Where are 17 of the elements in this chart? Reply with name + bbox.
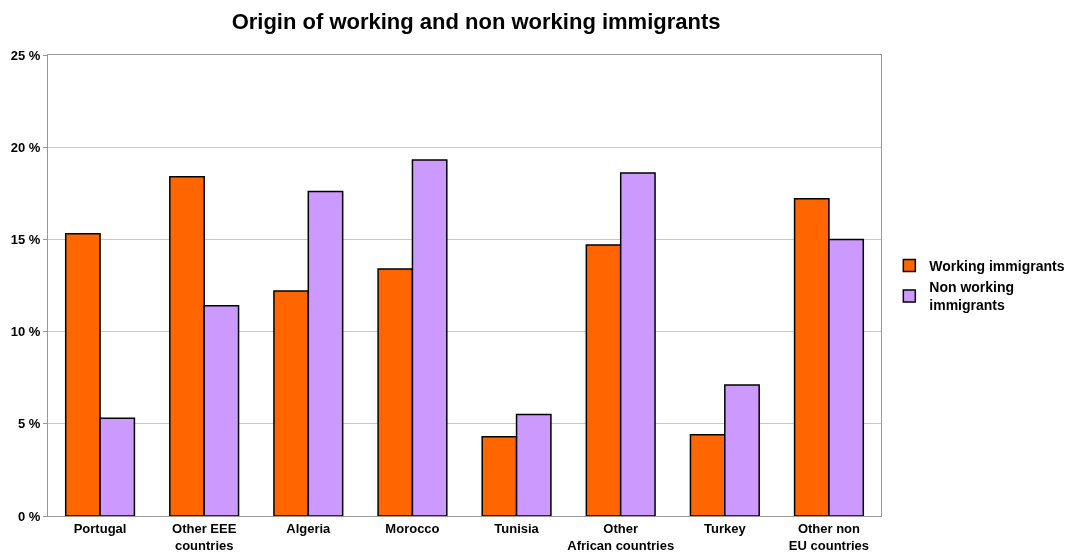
x-tick-label: Portugal [73, 520, 127, 536]
y-tick-label: 0 % [17, 508, 41, 524]
y-tick-label: 5 % [17, 416, 41, 432]
y-tick-label: 15 % [10, 231, 41, 247]
y-tick-label: 20 % [10, 139, 41, 155]
chart-title: Origin of working and non working immigrants [231, 9, 721, 35]
x-tick-label: Other non EU countries [788, 520, 870, 553]
x-tick-label: Morocco [385, 520, 440, 536]
y-tick-label: 25 % [10, 47, 41, 63]
legend-label: Non working immigrants [929, 279, 1015, 314]
x-tick-label: Other African countries [567, 520, 675, 553]
x-tick-label: Algeria [286, 520, 332, 536]
y-tick-label: 10 % [10, 324, 41, 340]
x-tick-label: Tunisia [494, 520, 540, 536]
legend-label: Working immigrants [929, 258, 1065, 275]
x-tick-label: Other EEE countries [172, 520, 237, 553]
x-tick-label: Turkey [703, 520, 747, 536]
